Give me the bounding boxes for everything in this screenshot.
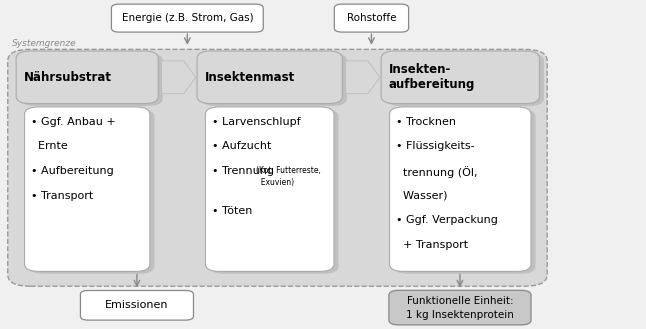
Text: Insekten-
aufbereitung: Insekten- aufbereitung — [389, 63, 475, 91]
FancyBboxPatch shape — [29, 109, 154, 274]
FancyBboxPatch shape — [381, 51, 539, 104]
Text: • Transport: • Transport — [31, 191, 93, 201]
FancyBboxPatch shape — [197, 51, 342, 104]
Polygon shape — [162, 61, 196, 94]
Text: trennung (Öl,: trennung (Öl, — [396, 166, 477, 178]
FancyBboxPatch shape — [202, 53, 347, 106]
Text: Systemgrenze: Systemgrenze — [12, 39, 76, 48]
FancyBboxPatch shape — [335, 4, 408, 32]
Polygon shape — [346, 61, 380, 94]
Text: • Ggf. Verpackung: • Ggf. Verpackung — [396, 215, 498, 225]
FancyBboxPatch shape — [8, 49, 547, 286]
FancyBboxPatch shape — [210, 109, 339, 274]
Text: • Trocknen: • Trocknen — [396, 117, 456, 127]
Text: Insektenmast: Insektenmast — [205, 71, 295, 84]
FancyBboxPatch shape — [389, 291, 531, 325]
Text: • Trennung: • Trennung — [212, 166, 277, 176]
Text: Rohstoffe: Rohstoffe — [347, 13, 396, 23]
Text: (Kot, Futterreste,
  Exuvien): (Kot, Futterreste, Exuvien) — [256, 166, 320, 187]
Text: • Ggf. Anbau +: • Ggf. Anbau + — [31, 117, 116, 127]
Text: Ernte: Ernte — [31, 141, 68, 151]
FancyBboxPatch shape — [25, 107, 150, 271]
FancyBboxPatch shape — [205, 107, 334, 271]
FancyBboxPatch shape — [111, 4, 264, 32]
Text: Emissionen: Emissionen — [105, 300, 169, 310]
FancyBboxPatch shape — [390, 107, 531, 271]
Text: • Aufzucht: • Aufzucht — [212, 141, 271, 151]
Text: + Transport: + Transport — [396, 240, 468, 250]
Text: • Larvenschlupf: • Larvenschlupf — [212, 117, 300, 127]
FancyBboxPatch shape — [21, 53, 163, 106]
Text: • Aufbereitung: • Aufbereitung — [31, 166, 114, 176]
Text: Funktionelle Einheit:
1 kg Insektenprotein: Funktionelle Einheit: 1 kg Insektenprote… — [406, 296, 514, 319]
FancyBboxPatch shape — [16, 51, 158, 104]
Text: Energie (z.B. Strom, Gas): Energie (z.B. Strom, Gas) — [121, 13, 253, 23]
FancyBboxPatch shape — [394, 109, 536, 274]
Text: Nährsubstrat: Nährsubstrat — [24, 71, 112, 84]
Text: • Flüssigkeits-: • Flüssigkeits- — [396, 141, 475, 151]
FancyBboxPatch shape — [386, 53, 544, 106]
FancyBboxPatch shape — [81, 291, 194, 320]
Text: • Töten: • Töten — [212, 206, 252, 215]
Text: Wasser): Wasser) — [396, 191, 448, 201]
